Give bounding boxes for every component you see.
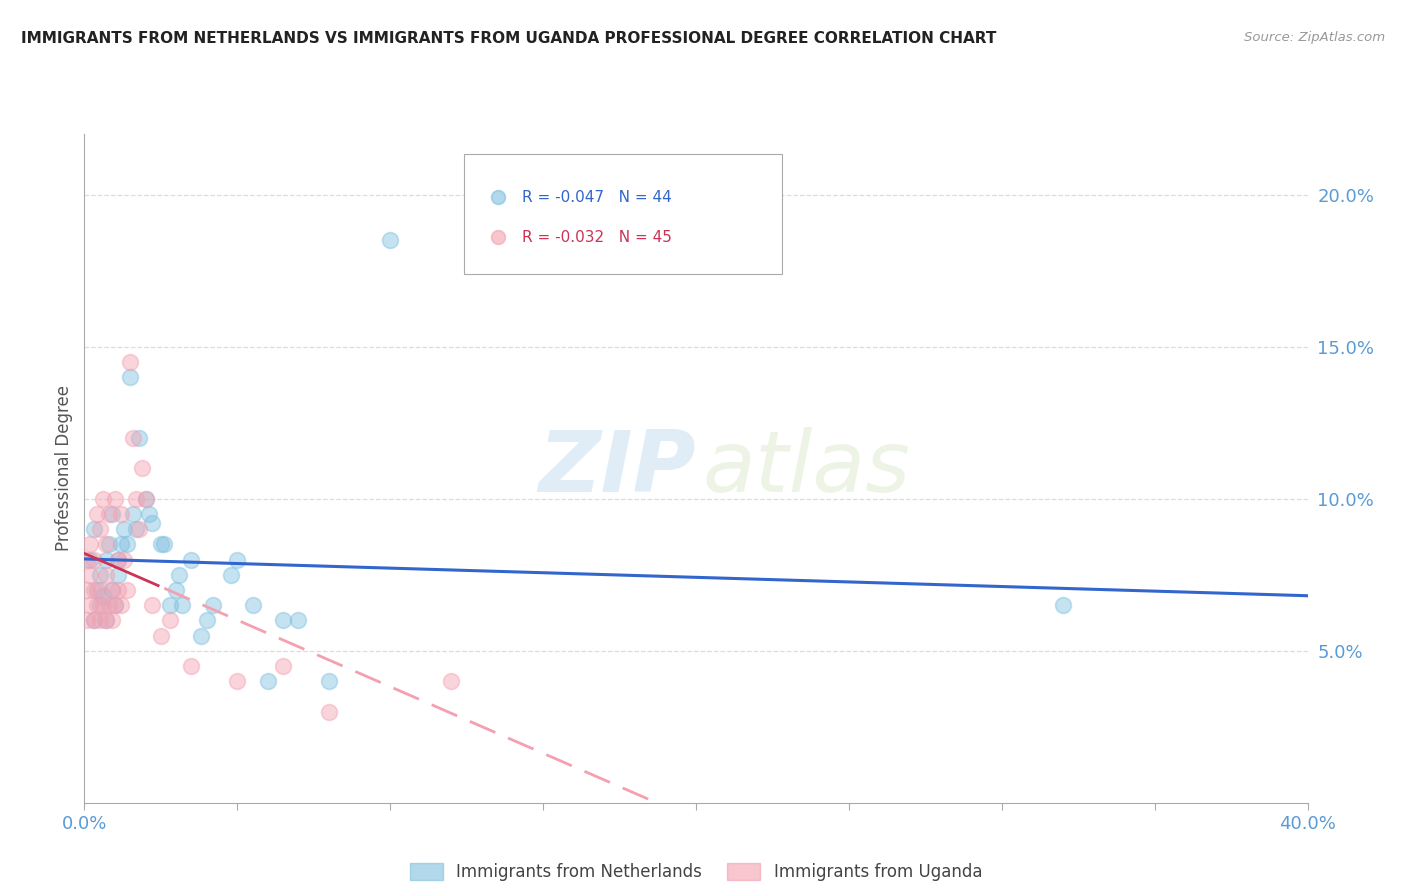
Point bbox=[107, 552, 129, 566]
Point bbox=[79, 598, 101, 612]
Point bbox=[83, 613, 105, 627]
Point bbox=[83, 613, 105, 627]
Point bbox=[83, 552, 105, 566]
Point bbox=[91, 598, 114, 612]
Point bbox=[76, 552, 98, 566]
Point bbox=[318, 674, 340, 689]
Point bbox=[159, 598, 181, 612]
Point bbox=[380, 233, 402, 247]
Point bbox=[112, 552, 135, 566]
Point bbox=[120, 370, 142, 384]
Point bbox=[107, 567, 129, 582]
Point bbox=[226, 552, 249, 566]
Point bbox=[83, 582, 105, 597]
Point bbox=[104, 598, 127, 612]
Point bbox=[94, 552, 117, 566]
Point bbox=[226, 674, 249, 689]
Point bbox=[86, 598, 108, 612]
Point bbox=[141, 516, 163, 530]
Point bbox=[86, 507, 108, 521]
Point bbox=[101, 613, 124, 627]
Point bbox=[89, 613, 111, 627]
Point bbox=[135, 491, 157, 506]
Point bbox=[122, 507, 145, 521]
Point bbox=[89, 598, 111, 612]
Point bbox=[128, 431, 150, 445]
Point bbox=[97, 507, 120, 521]
Text: R = -0.047   N = 44: R = -0.047 N = 44 bbox=[522, 190, 672, 205]
Point bbox=[76, 582, 98, 597]
Point bbox=[125, 522, 148, 536]
Point bbox=[79, 552, 101, 566]
Point bbox=[287, 613, 309, 627]
Point bbox=[318, 705, 340, 719]
Point bbox=[79, 567, 101, 582]
Point bbox=[1052, 598, 1074, 612]
Text: R = -0.032   N = 45: R = -0.032 N = 45 bbox=[522, 230, 672, 245]
Point bbox=[101, 582, 124, 597]
Point bbox=[125, 491, 148, 506]
Point bbox=[149, 537, 172, 551]
Point bbox=[89, 582, 111, 597]
Text: ZIP: ZIP bbox=[538, 426, 696, 510]
Point bbox=[167, 567, 190, 582]
Point bbox=[190, 628, 212, 642]
Point bbox=[201, 598, 224, 612]
Point bbox=[83, 522, 105, 536]
Point bbox=[91, 589, 114, 603]
Point bbox=[141, 598, 163, 612]
Point bbox=[440, 674, 463, 689]
Point bbox=[115, 537, 138, 551]
Point bbox=[271, 613, 294, 627]
Point bbox=[97, 537, 120, 551]
Point bbox=[159, 613, 181, 627]
Point bbox=[94, 613, 117, 627]
Point bbox=[165, 582, 187, 597]
Point bbox=[79, 537, 101, 551]
Point bbox=[153, 537, 176, 551]
Point bbox=[107, 552, 129, 566]
Point bbox=[122, 431, 145, 445]
Point bbox=[97, 598, 120, 612]
Point bbox=[104, 598, 127, 612]
Point bbox=[91, 491, 114, 506]
Point bbox=[94, 567, 117, 582]
Point bbox=[242, 598, 264, 612]
Text: IMMIGRANTS FROM NETHERLANDS VS IMMIGRANTS FROM UGANDA PROFESSIONAL DEGREE CORREL: IMMIGRANTS FROM NETHERLANDS VS IMMIGRANT… bbox=[21, 31, 997, 46]
Point bbox=[110, 507, 132, 521]
Point bbox=[128, 522, 150, 536]
Point bbox=[86, 582, 108, 597]
Point bbox=[112, 522, 135, 536]
FancyBboxPatch shape bbox=[464, 154, 782, 275]
Point bbox=[271, 659, 294, 673]
Point bbox=[219, 567, 242, 582]
Point bbox=[115, 582, 138, 597]
Point bbox=[135, 491, 157, 506]
Point bbox=[172, 598, 194, 612]
Point bbox=[89, 567, 111, 582]
Point bbox=[76, 613, 98, 627]
Point bbox=[180, 659, 202, 673]
Point bbox=[138, 507, 160, 521]
Point bbox=[257, 674, 280, 689]
Point bbox=[110, 598, 132, 612]
Point bbox=[120, 355, 142, 369]
Point bbox=[94, 537, 117, 551]
Point bbox=[180, 552, 202, 566]
Point bbox=[104, 491, 127, 506]
Point bbox=[131, 461, 153, 475]
Point bbox=[195, 613, 218, 627]
Text: atlas: atlas bbox=[702, 426, 910, 510]
Legend: Immigrants from Netherlands, Immigrants from Uganda: Immigrants from Netherlands, Immigrants … bbox=[409, 863, 983, 881]
Point bbox=[149, 628, 172, 642]
Text: Source: ZipAtlas.com: Source: ZipAtlas.com bbox=[1244, 31, 1385, 45]
Point bbox=[94, 613, 117, 627]
Point bbox=[110, 537, 132, 551]
Point bbox=[101, 507, 124, 521]
Point bbox=[101, 582, 124, 597]
Y-axis label: Professional Degree: Professional Degree bbox=[55, 385, 73, 551]
Point bbox=[107, 582, 129, 597]
Point bbox=[89, 522, 111, 536]
